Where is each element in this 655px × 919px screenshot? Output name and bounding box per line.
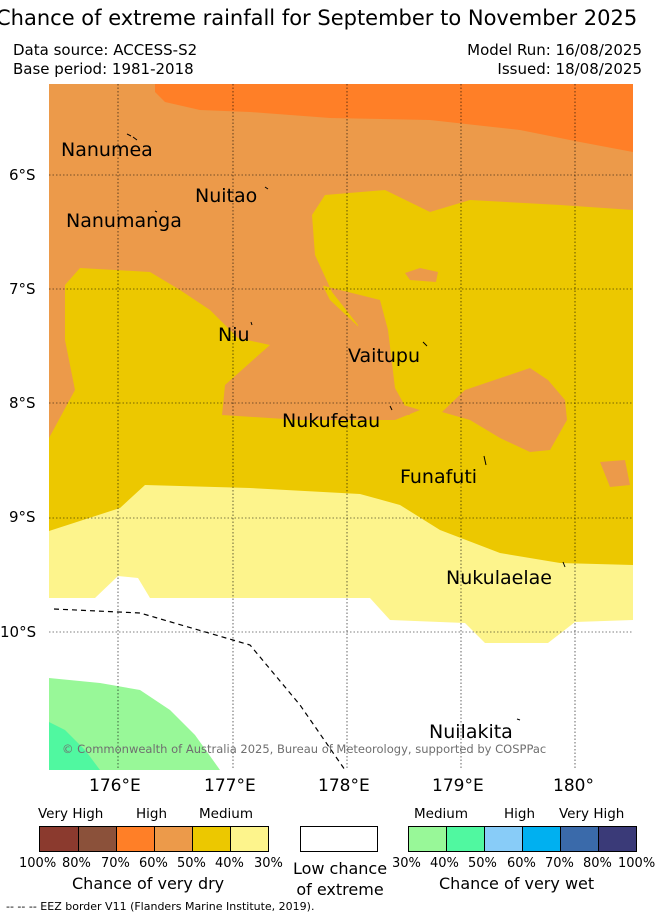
dry-swatch [116, 826, 155, 852]
island-shapes [126, 133, 566, 721]
dry-caption: Chance of very dry [72, 874, 225, 893]
dry-tick: 80% [62, 856, 91, 871]
region-light-orange-east2 [600, 460, 630, 487]
island-label-nukulaelae: Nukulaelae [446, 567, 552, 589]
wet-category-high: High [504, 806, 536, 822]
wet-swatch [560, 826, 599, 852]
wet-tick: 80% [583, 856, 612, 871]
island-label-nanumea: Nanumea [61, 139, 153, 161]
lon-label: 179°E [432, 776, 484, 796]
dry-tick: 30% [254, 856, 283, 871]
dry-swatch [230, 826, 269, 852]
wet-tick: 60% [507, 856, 536, 871]
issued-date: Issued: 18/08/2025 [497, 60, 642, 78]
wet-caption: Chance of very wet [439, 874, 595, 893]
gridlines [49, 84, 633, 770]
dry-tick: 100% [19, 856, 57, 871]
wet-tick: 50% [468, 856, 497, 871]
island-label-vaitupu: Vaitupu [348, 345, 421, 367]
wet-swatch [598, 826, 637, 852]
eez-footnote: -- -- -- EEZ border V11 (Flanders Marine… [6, 900, 315, 913]
wet-swatch [484, 826, 523, 852]
island-label-nanumanga: Nanumanga [66, 210, 182, 232]
region-light-orange-spot [405, 268, 438, 282]
dry-swatch [154, 826, 193, 852]
low-chance-caption-1: Low chance [292, 859, 388, 878]
wet-tick: 70% [545, 856, 574, 871]
lat-label: 8°S [9, 394, 36, 412]
region-light-orange-west [49, 84, 420, 438]
page-title: Chance of extreme rainfall for September… [0, 6, 638, 30]
lon-label: 178°E [318, 776, 370, 796]
wet-tick: 30% [392, 856, 421, 871]
lat-label: 10°S [0, 623, 37, 641]
wet-swatch [408, 826, 447, 852]
dry-swatch [192, 826, 231, 852]
wet-category-medium: Medium [414, 806, 468, 822]
region-wet-light [49, 678, 220, 770]
dry-tick: 60% [139, 856, 168, 871]
lon-label: 180° [553, 776, 594, 796]
lon-label: 176°E [89, 776, 141, 796]
island-label-nuilakita: Nuilakita [429, 721, 513, 743]
low-chance-caption-2: of extreme [296, 880, 384, 899]
dry-tick: 70% [101, 856, 130, 871]
wet-swatch [446, 826, 485, 852]
dry-category-very-high: Very High [38, 806, 104, 822]
data-source: Data source: ACCESS-S2 [13, 41, 198, 59]
island-label-nukufetau: Nukufetau [282, 410, 381, 432]
wet-tick: 40% [430, 856, 459, 871]
lat-label: 6°S [9, 166, 36, 184]
wet-tick: 100% [618, 856, 655, 871]
island-label-nuitao: Nuitao [195, 185, 258, 207]
dry-category-medium: Medium [199, 806, 253, 822]
base-period: Base period: 1981-2018 [13, 60, 194, 78]
lat-label: 7°S [9, 280, 36, 298]
region-light-orange-east [442, 368, 567, 452]
dry-tick: 50% [177, 856, 206, 871]
wet-category-very-high: Very High [559, 806, 625, 822]
dry-tick: 40% [215, 856, 244, 871]
dry-swatch [78, 826, 117, 852]
region-wet-medium [49, 722, 100, 770]
map-contours [49, 84, 633, 770]
dry-category-high: High [136, 806, 168, 822]
region-orange [155, 84, 633, 152]
copyright-notice: © Commonwealth of Australia 2025, Bureau… [62, 742, 547, 756]
lon-label: 177°E [204, 776, 256, 796]
low-chance-swatch [300, 826, 378, 852]
dry-swatch [39, 826, 78, 852]
wet-swatch [522, 826, 561, 852]
island-label-funafuti: Funafuti [400, 466, 478, 488]
island-label-niu: Niu [218, 324, 250, 346]
model-run: Model Run: 16/08/2025 [467, 41, 642, 59]
lat-label: 9°S [9, 508, 36, 526]
eez-border [53, 608, 346, 771]
